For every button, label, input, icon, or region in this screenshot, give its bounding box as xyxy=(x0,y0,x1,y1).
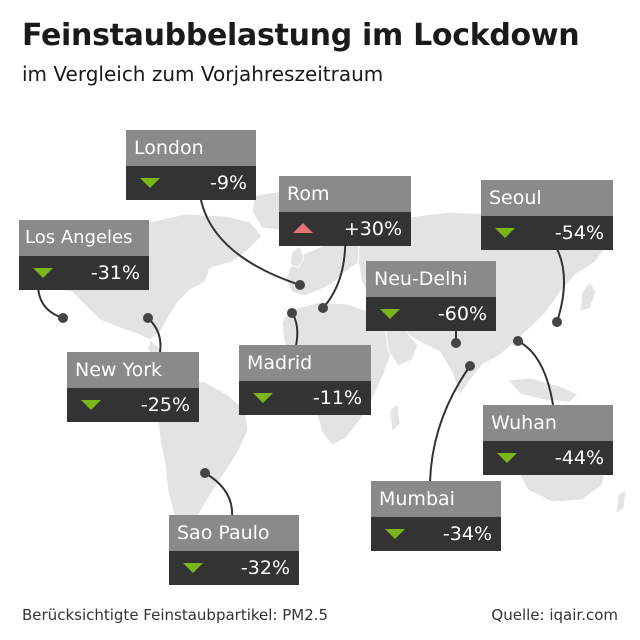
uk xyxy=(289,245,305,269)
change-value: -60% xyxy=(437,303,487,325)
marker-new-york xyxy=(143,313,153,323)
change-value: -9% xyxy=(210,172,247,194)
trend-down-icon xyxy=(253,393,273,403)
change-value: -54% xyxy=(554,222,604,244)
connector-wuhan xyxy=(517,340,554,406)
city-label-mumbai: Mumbai -34% xyxy=(371,481,501,551)
change-value: -25% xyxy=(140,394,190,416)
city-change: -60% xyxy=(366,297,496,331)
connector-sao-paulo xyxy=(204,472,234,518)
city-change: -25% xyxy=(67,388,199,422)
city-change: -44% xyxy=(483,441,613,475)
connector-mumbai xyxy=(429,365,471,483)
trend-down-icon xyxy=(495,228,515,238)
connector-seoul xyxy=(554,244,565,323)
marker-rom xyxy=(318,303,328,313)
city-name: Wuhan xyxy=(483,405,613,441)
marker-mumbai xyxy=(465,361,475,371)
trend-down-icon xyxy=(385,529,405,539)
marker-london xyxy=(295,280,305,290)
new-zealand xyxy=(615,489,627,516)
change-value: +30% xyxy=(343,218,402,240)
source-credit: Quelle: iqair.com xyxy=(491,606,618,624)
marker-neu-delhi xyxy=(451,338,461,348)
change-value: -11% xyxy=(312,387,362,409)
city-name: Sao Paulo xyxy=(169,515,299,551)
city-name: Seoul xyxy=(481,180,613,216)
page-subtitle: im Vergleich zum Vorjahreszeitraum xyxy=(22,62,384,86)
marker-seoul xyxy=(552,317,562,327)
trend-up-icon xyxy=(293,223,313,233)
change-value: -32% xyxy=(240,557,290,579)
city-change: -31% xyxy=(19,256,149,290)
city-markers xyxy=(58,280,562,478)
marker-los-angeles xyxy=(58,313,68,323)
connector-london xyxy=(199,194,301,286)
city-label-neu-delhi: Neu-Delhi -60% xyxy=(366,261,496,331)
city-label-sao-paulo: Sao Paulo -32% xyxy=(169,515,299,585)
trend-down-icon xyxy=(33,268,53,278)
city-label-wuhan: Wuhan -44% xyxy=(483,405,613,475)
southeast-asia xyxy=(506,377,579,403)
city-name: Madrid xyxy=(239,345,371,381)
madagascar xyxy=(389,403,401,434)
japan xyxy=(579,281,597,313)
city-name: London xyxy=(126,130,256,166)
city-name: Rom xyxy=(279,176,411,212)
city-label-rom: Rom +30% xyxy=(279,176,411,246)
trend-down-icon xyxy=(380,309,400,319)
city-change: -54% xyxy=(481,216,613,250)
city-change: +30% xyxy=(279,212,411,246)
particle-note: Berücksichtigte Feinstaubpartikel: PM2.5 xyxy=(22,606,329,624)
city-change: -9% xyxy=(126,166,256,200)
marker-sao-paulo xyxy=(200,468,210,478)
trend-down-icon xyxy=(81,400,101,410)
city-name: New York xyxy=(67,352,199,388)
city-change: -32% xyxy=(169,551,299,585)
city-name: Mumbai xyxy=(371,481,501,517)
change-value: -31% xyxy=(90,262,140,284)
marker-madrid xyxy=(287,308,297,318)
city-change: -11% xyxy=(239,381,371,415)
change-value: -34% xyxy=(442,523,492,545)
city-label-new-york: New York -25% xyxy=(67,352,199,422)
europe xyxy=(285,234,363,297)
city-name: Neu-Delhi xyxy=(366,261,496,297)
city-label-london: London -9% xyxy=(126,130,256,200)
page-title: Feinstaubbelastung im Lockdown xyxy=(22,18,580,53)
trend-down-icon xyxy=(140,178,160,188)
city-label-madrid: Madrid -11% xyxy=(239,345,371,415)
trend-down-icon xyxy=(497,453,517,463)
city-change: -34% xyxy=(371,517,501,551)
city-label-los-angeles: Los Angeles -31% xyxy=(19,220,149,290)
city-label-seoul: Seoul -54% xyxy=(481,180,613,250)
city-name: Los Angeles xyxy=(19,220,149,256)
trend-down-icon xyxy=(183,563,203,573)
change-value: -44% xyxy=(554,447,604,469)
marker-wuhan xyxy=(513,336,523,346)
